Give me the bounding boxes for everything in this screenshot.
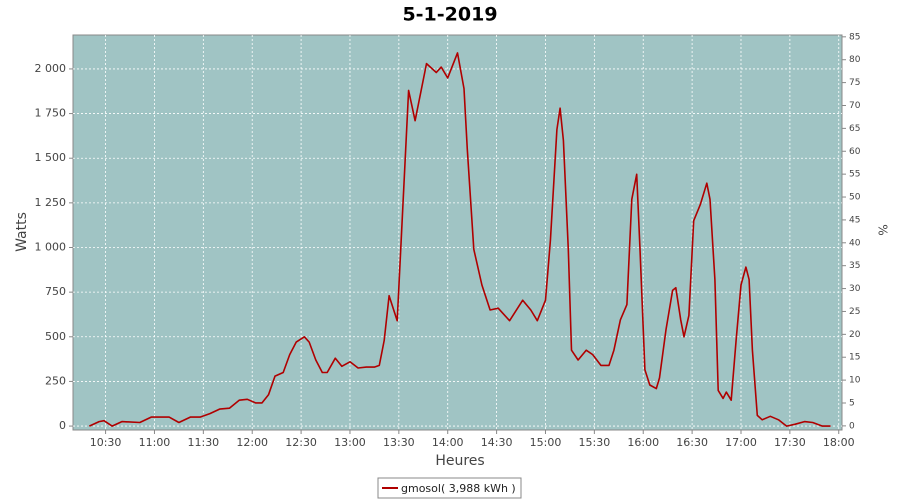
x-tick-label: 12:30 (285, 436, 317, 449)
x-tick-label: 18:00 (823, 436, 855, 449)
series-line (88, 52, 831, 427)
y2-tick-label: 0 (849, 421, 855, 431)
y-axis-label: Watts (14, 212, 30, 252)
x-tick-label: 13:30 (383, 436, 415, 449)
y-tick-label: 2 000 (35, 62, 67, 75)
x-tick-label: 11:00 (139, 436, 171, 449)
chart-title: 5-1-2019 (402, 4, 497, 26)
x-tick-label: 14:00 (432, 436, 464, 449)
x-tick-label: 12:00 (236, 436, 268, 449)
x-tick-label: 17:30 (774, 436, 806, 449)
y2-tick-label: 85 (849, 32, 860, 42)
y2-tick-label: 55 (849, 170, 860, 180)
y2-tick-label: 15 (849, 353, 860, 363)
legend-label: gmosol( 3,988 kWh ) (401, 482, 516, 495)
x-tick-label: 16:00 (627, 436, 659, 449)
x-tick-label: 15:00 (530, 436, 562, 449)
y2-tick-label: 70 (849, 101, 861, 111)
y2-axis-label: % (876, 224, 890, 235)
y-tick-label: 500 (45, 330, 66, 343)
y2-tick-label: 5 (849, 398, 855, 408)
x-tick-label: 10:30 (90, 436, 122, 449)
y-tick-label: 750 (45, 285, 66, 298)
x-tick-label: 17:00 (725, 436, 757, 449)
x-tick-label: 14:30 (481, 436, 513, 449)
y2-tick-label: 30 (849, 284, 861, 294)
y2-tick-label: 65 (849, 124, 860, 134)
x-axis-label: Heures (435, 453, 484, 469)
y2-tick-label: 25 (849, 307, 860, 317)
y-tick-label: 0 (59, 419, 66, 432)
y-tick-label: 1 500 (35, 151, 67, 164)
y2-tick-label: 10 (849, 376, 861, 386)
y2-tick-label: 20 (849, 330, 861, 340)
y-tick-label: 250 (45, 374, 66, 387)
plot-area (72, 34, 843, 431)
y2-tick-label: 60 (849, 147, 861, 157)
y2-tick-label: 45 (849, 215, 860, 225)
y2-tick-label: 50 (849, 193, 861, 203)
x-tick-label: 13:00 (334, 436, 366, 449)
y2-tick-label: 80 (849, 55, 861, 65)
y-tick-label: 1 000 (35, 241, 67, 254)
legend-box (377, 477, 522, 499)
x-tick-label: 11:30 (187, 436, 219, 449)
y-tick-label: 1 750 (35, 107, 67, 120)
y-tick-label: 1 250 (35, 196, 67, 209)
y2-tick-label: 75 (849, 78, 860, 88)
x-tick-label: 16:30 (676, 436, 708, 449)
x-tick-label: 15:30 (579, 436, 611, 449)
y2-tick-label: 35 (849, 261, 860, 271)
y2-tick-label: 40 (849, 238, 861, 248)
